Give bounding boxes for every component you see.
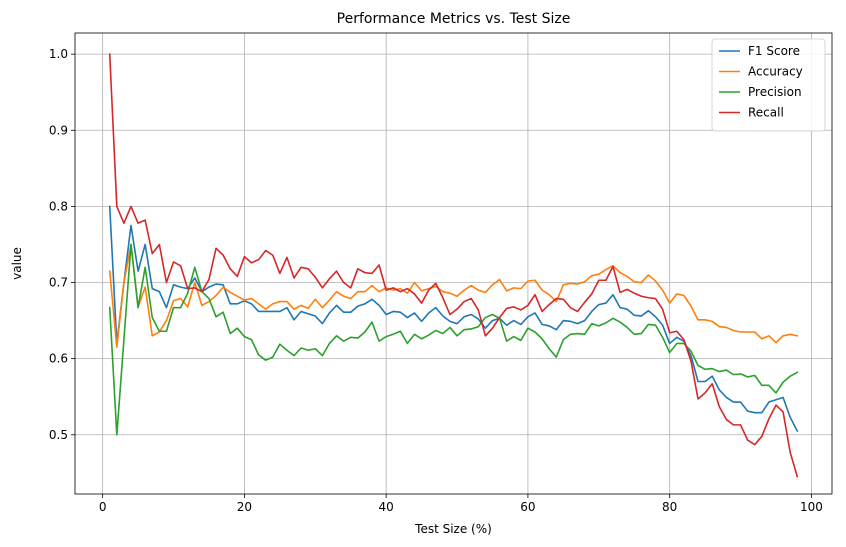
legend-label: Precision	[748, 85, 802, 99]
y-tick-label: 0.8	[49, 199, 68, 213]
y-tick-label: 0.7	[49, 276, 68, 290]
y-tick-label: 0.6	[49, 352, 68, 366]
x-axis: 0 20 40 60 80 100	[99, 494, 823, 514]
y-tick-label: 1.0	[49, 47, 68, 61]
y-axis-label: value	[10, 247, 24, 280]
series-line-precision	[108, 243, 799, 436]
y-tick-label: 0.9	[49, 123, 68, 137]
x-tick-label: 80	[662, 500, 677, 514]
legend-label: F1 Score	[748, 44, 800, 58]
x-tick-label: 0	[99, 500, 107, 514]
y-tick-label: 0.5	[49, 428, 68, 442]
series-lines	[108, 53, 799, 478]
x-tick-label: 60	[520, 500, 535, 514]
x-tick-label: 40	[379, 500, 394, 514]
plot-frame	[74, 32, 833, 495]
grid	[75, 33, 832, 494]
legend-label: Recall	[748, 106, 784, 120]
x-axis-label: Test Size (%)	[414, 522, 492, 536]
x-tick-label: 100	[800, 500, 823, 514]
series-line-accuracy	[108, 243, 799, 349]
y-axis: 0.5 0.6 0.7 0.8 0.9 1.0	[49, 47, 75, 442]
chart-title: Performance Metrics vs. Test Size	[337, 11, 571, 27]
legend-label: Accuracy	[748, 65, 803, 79]
legend: F1 Score Accuracy Precision Recall	[711, 38, 826, 132]
series-line-recall	[108, 53, 799, 478]
legend-box	[711, 38, 826, 132]
x-tick-label: 20	[237, 500, 252, 514]
